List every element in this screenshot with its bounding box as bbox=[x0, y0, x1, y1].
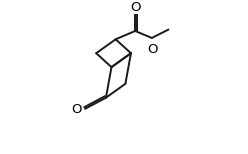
Text: O: O bbox=[71, 103, 82, 116]
Text: O: O bbox=[147, 43, 157, 56]
Text: O: O bbox=[130, 1, 140, 14]
